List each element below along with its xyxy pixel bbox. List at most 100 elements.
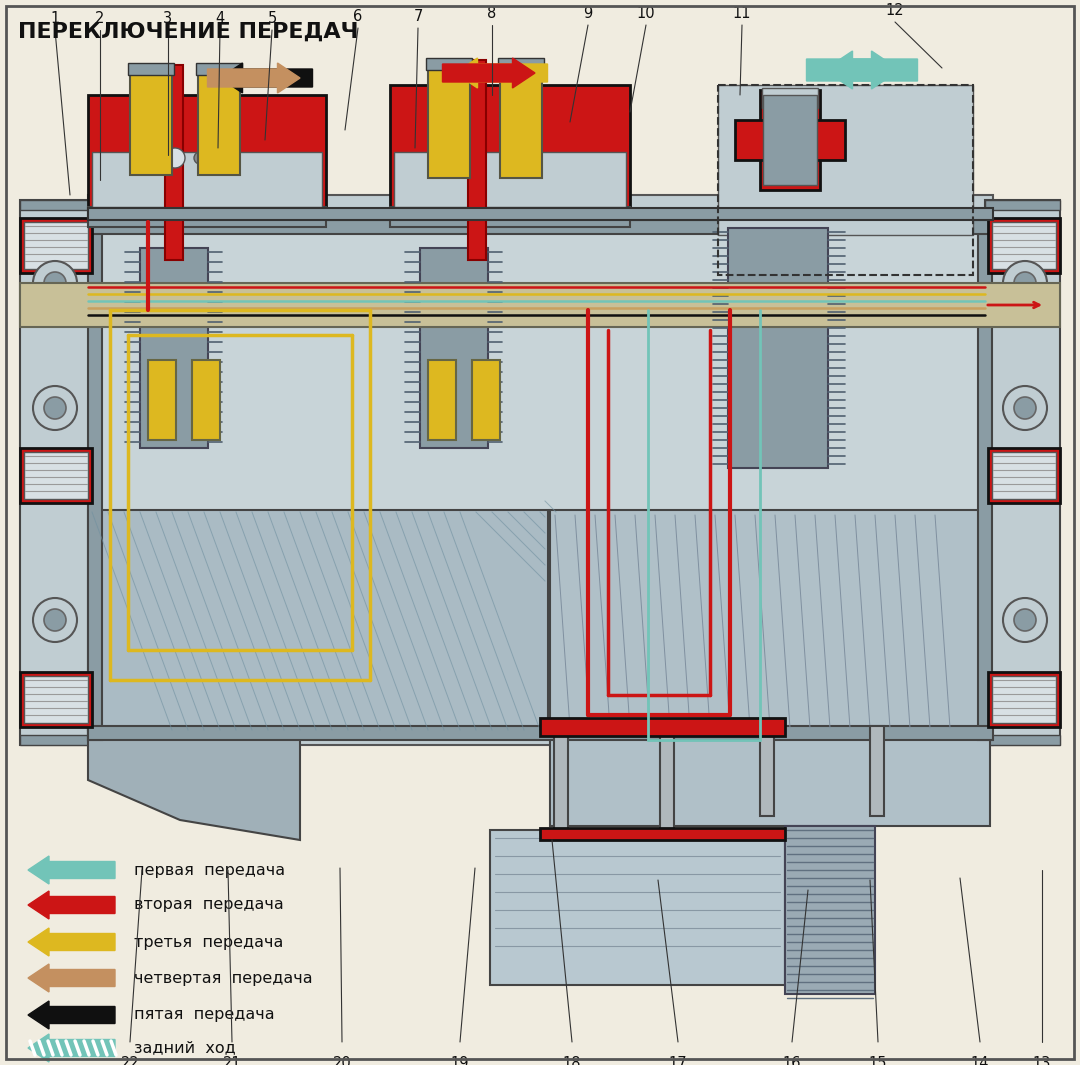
Polygon shape xyxy=(87,726,300,840)
Bar xyxy=(785,826,875,994)
Bar xyxy=(87,95,326,210)
Bar xyxy=(24,452,87,499)
Bar xyxy=(728,228,828,468)
Text: 15: 15 xyxy=(868,1056,888,1065)
Circle shape xyxy=(44,397,66,419)
Polygon shape xyxy=(28,1001,114,1029)
Bar xyxy=(87,208,993,220)
Circle shape xyxy=(1003,599,1047,642)
Text: 10: 10 xyxy=(637,6,656,21)
Circle shape xyxy=(33,599,77,642)
Bar xyxy=(21,672,92,727)
Bar xyxy=(988,672,1059,727)
Text: 20: 20 xyxy=(333,1056,351,1065)
Bar xyxy=(554,726,568,834)
Text: первая  передача: первая передача xyxy=(134,863,285,878)
Bar xyxy=(988,218,1059,273)
Bar xyxy=(21,448,92,503)
Bar xyxy=(129,63,174,75)
Polygon shape xyxy=(443,58,535,88)
Text: 22: 22 xyxy=(121,1056,139,1065)
Text: 13: 13 xyxy=(1032,1056,1051,1065)
Circle shape xyxy=(1014,397,1036,419)
Text: 6: 6 xyxy=(353,9,363,24)
Bar xyxy=(428,360,456,440)
Bar xyxy=(92,152,322,207)
Text: задний  ход: задний ход xyxy=(134,1041,235,1055)
Bar xyxy=(165,65,183,260)
Bar xyxy=(192,360,220,440)
Bar xyxy=(195,63,242,75)
Bar xyxy=(87,207,326,227)
Bar xyxy=(985,200,1059,746)
Text: четвертая  передача: четвертая передача xyxy=(134,970,312,985)
Bar xyxy=(718,85,973,275)
Bar xyxy=(148,360,176,440)
Polygon shape xyxy=(28,891,114,919)
Text: пятая  передача: пятая передача xyxy=(134,1007,274,1022)
Bar xyxy=(21,200,95,746)
Bar xyxy=(718,85,973,235)
Text: 2: 2 xyxy=(95,11,105,26)
Circle shape xyxy=(33,261,77,305)
Bar xyxy=(660,726,674,834)
Polygon shape xyxy=(455,58,548,88)
Bar xyxy=(978,220,993,740)
Bar xyxy=(87,220,993,234)
Bar xyxy=(24,676,87,723)
Text: 4: 4 xyxy=(215,11,225,26)
Polygon shape xyxy=(28,856,114,884)
Bar xyxy=(87,510,548,730)
Bar xyxy=(472,360,500,440)
Bar xyxy=(500,60,542,178)
Circle shape xyxy=(44,272,66,294)
Bar xyxy=(420,248,488,448)
Bar xyxy=(394,152,626,207)
Bar xyxy=(426,58,472,70)
Text: 12: 12 xyxy=(886,3,904,18)
Bar xyxy=(550,726,990,826)
Bar xyxy=(735,120,845,160)
Text: 16: 16 xyxy=(783,1056,801,1065)
Bar xyxy=(87,726,993,740)
Circle shape xyxy=(165,148,185,168)
Text: 8: 8 xyxy=(487,6,497,21)
Bar xyxy=(21,735,95,745)
Bar xyxy=(24,222,87,269)
Text: 17: 17 xyxy=(669,1056,687,1065)
Polygon shape xyxy=(28,928,114,956)
Circle shape xyxy=(33,386,77,430)
Polygon shape xyxy=(807,51,900,89)
Bar xyxy=(760,726,774,816)
Bar xyxy=(870,726,885,816)
Bar xyxy=(993,452,1056,499)
Text: 14: 14 xyxy=(971,1056,989,1065)
Circle shape xyxy=(1003,386,1047,430)
Text: 1: 1 xyxy=(51,11,59,26)
Bar xyxy=(130,65,172,175)
Text: 21: 21 xyxy=(222,1056,241,1065)
Bar xyxy=(993,222,1056,269)
Bar xyxy=(760,91,820,190)
Text: 5: 5 xyxy=(268,11,276,26)
Bar xyxy=(100,225,982,735)
Bar xyxy=(468,60,486,260)
Text: 11: 11 xyxy=(732,6,752,21)
Bar xyxy=(540,828,785,840)
Bar xyxy=(988,448,1059,503)
Text: 7: 7 xyxy=(414,9,422,24)
Bar xyxy=(985,735,1059,745)
Polygon shape xyxy=(28,1034,114,1062)
Polygon shape xyxy=(28,964,114,992)
Text: вторая  передача: вторая передача xyxy=(134,898,284,913)
Bar xyxy=(498,58,544,70)
Polygon shape xyxy=(824,51,918,89)
Text: 18: 18 xyxy=(563,1056,581,1065)
Bar xyxy=(993,676,1056,723)
Polygon shape xyxy=(220,63,312,93)
Text: третья  передача: третья передача xyxy=(134,934,283,950)
Bar xyxy=(762,88,818,108)
Bar xyxy=(390,85,630,210)
Bar xyxy=(21,283,1059,327)
Text: 9: 9 xyxy=(583,6,593,21)
